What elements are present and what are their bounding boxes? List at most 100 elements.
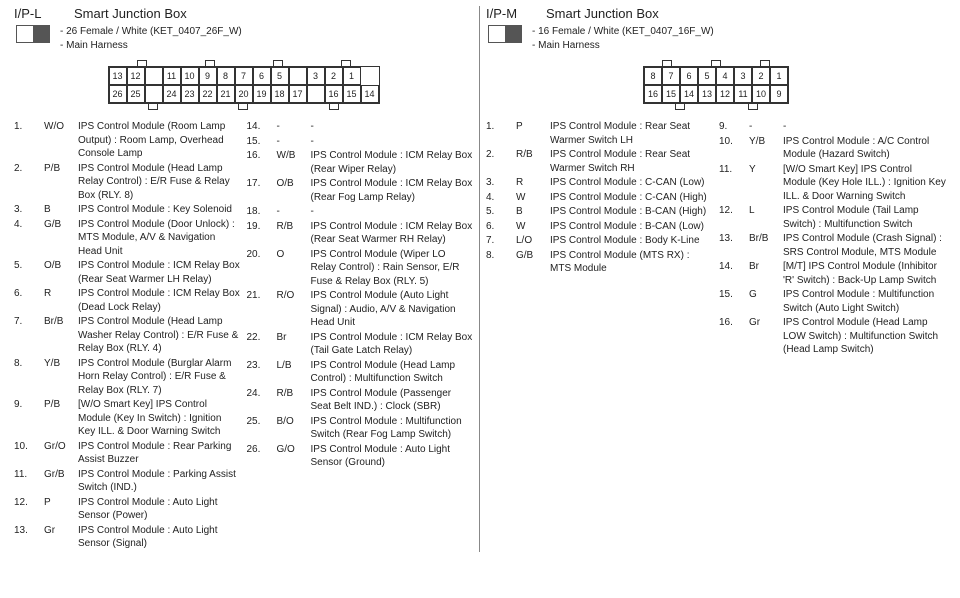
- pin-desc: -: [783, 120, 946, 134]
- pin-row: 18.--: [247, 205, 474, 219]
- connector-pin-cell: 13: [109, 67, 127, 85]
- pin-desc: IPS Control Module (Crash Signal) : SRS …: [783, 232, 946, 259]
- pin-code: -: [749, 120, 783, 134]
- pin-code: P/B: [44, 398, 78, 412]
- pin-num: 5.: [14, 259, 44, 273]
- connector-code: I/P-M: [486, 6, 534, 21]
- connector-pin-cell: 26: [109, 85, 127, 103]
- pin-code: G/O: [277, 443, 311, 457]
- pin-code: Br: [277, 331, 311, 345]
- pin-code: B/O: [277, 415, 311, 429]
- pin-code: L/B: [277, 359, 311, 373]
- connector-pin-cell: 10: [181, 67, 199, 85]
- pin-desc: IPS Control Module : Body K-Line: [550, 234, 713, 248]
- connector-pin-cell: 1: [770, 67, 788, 85]
- connector-icon: [488, 25, 522, 43]
- connector-pin-cell: 2: [325, 67, 343, 85]
- pin-code: O: [277, 248, 311, 262]
- connector-pin-cell: 9: [199, 67, 217, 85]
- pin-row: 19.R/BIPS Control Module : ICM Relay Box…: [247, 220, 474, 247]
- connector-pin-cell: 15: [343, 85, 361, 103]
- connector-pin-cell: 8: [217, 67, 235, 85]
- pin-num: 7.: [14, 315, 44, 329]
- pin-num: 6.: [486, 220, 516, 234]
- connector-pin-cell: 5: [271, 67, 289, 85]
- pin-row: 17.O/BIPS Control Module : ICM Relay Box…: [247, 177, 474, 204]
- panel-ipm: I/P-M Smart Junction Box - 16 Female / W…: [480, 6, 952, 552]
- pin-code: Br/B: [749, 232, 783, 246]
- pin-num: 3.: [14, 203, 44, 217]
- connector-pin-cell: 7: [235, 67, 253, 85]
- pin-num: 9.: [14, 398, 44, 412]
- pin-row: 4.G/BIPS Control Module (Door Unlock) : …: [14, 218, 241, 259]
- connector-pin-cell: 21: [217, 85, 235, 103]
- pin-row: 14.--: [247, 120, 474, 134]
- pin-desc: IPS Control Module (Auto Light Signal) :…: [311, 289, 474, 330]
- connector-pin-cell: 2: [752, 67, 770, 85]
- connector-pin-cell: 11: [734, 85, 752, 103]
- connector-pin-cell: 12: [716, 85, 734, 103]
- pin-row: 11.Gr/BIPS Control Module : Parking Assi…: [14, 468, 241, 495]
- pin-row: 10.Y/BIPS Control Module : A/C Control M…: [719, 135, 946, 162]
- pin-desc: IPS Control Module : Parking Assist Swit…: [78, 468, 241, 495]
- pin-row: 7.L/OIPS Control Module : Body K-Line: [486, 234, 713, 248]
- pin-code: Gr/O: [44, 440, 78, 454]
- pin-code: -: [277, 120, 311, 134]
- meta-line: - Main Harness: [532, 39, 714, 53]
- connector-pin-cell: 18: [271, 85, 289, 103]
- pin-code: R/B: [277, 220, 311, 234]
- pin-num: 18.: [247, 205, 277, 219]
- pin-num: 12.: [719, 204, 749, 218]
- pin-row: 6.RIPS Control Module : ICM Relay Box (D…: [14, 287, 241, 314]
- pin-code: Gr: [44, 524, 78, 538]
- connector-pin-cell: 19: [253, 85, 271, 103]
- pin-desc: IPS Control Module : C-CAN (High): [550, 191, 713, 205]
- pin-row: 7.Br/BIPS Control Module (Head Lamp Wash…: [14, 315, 241, 356]
- pin-row: 16.W/BIPS Control Module : ICM Relay Box…: [247, 149, 474, 176]
- connector-pin-cell: 10: [752, 85, 770, 103]
- pin-code: Br: [749, 260, 783, 274]
- pin-desc: IPS Control Module : Multifunction Switc…: [311, 415, 474, 442]
- header-sub: - 26 Female / White (KET_0407_26F_W) - M…: [14, 25, 473, 52]
- connector-meta: - 26 Female / White (KET_0407_26F_W) - M…: [60, 25, 242, 52]
- pin-num: 20.: [247, 248, 277, 262]
- pin-num: 14.: [719, 260, 749, 274]
- connector-pin-cell: [289, 67, 307, 85]
- pin-desc: IPS Control Module : A/C Control Module …: [783, 135, 946, 162]
- pins-layout: 1.W/OIPS Control Module (Room Lamp Outpu…: [14, 120, 473, 552]
- pin-code: Y/B: [44, 357, 78, 371]
- pin-num: 1.: [14, 120, 44, 134]
- header: I/P-M Smart Junction Box: [486, 6, 946, 21]
- pin-desc: IPS Control Module (Head Lamp Control) :…: [311, 359, 474, 386]
- pin-num: 17.: [247, 177, 277, 191]
- connector-pin-cell: 16: [644, 85, 662, 103]
- connector-diagram: 1312111098765321262524232221201918171615…: [14, 60, 473, 110]
- pin-row: 21.R/OIPS Control Module (Auto Light Sig…: [247, 289, 474, 330]
- connector-pin-cell: 16: [325, 85, 343, 103]
- pin-row: 26.G/OIPS Control Module : Auto Light Se…: [247, 443, 474, 470]
- pin-row: 1.W/OIPS Control Module (Room Lamp Outpu…: [14, 120, 241, 161]
- pin-desc: IPS Control Module : ICM Relay Box (Rear…: [311, 177, 474, 204]
- connector-pin-cell: 15: [662, 85, 680, 103]
- pin-num: 5.: [486, 205, 516, 219]
- pin-row: 1.PIPS Control Module : Rear Seat Warmer…: [486, 120, 713, 147]
- pin-row: 20.OIPS Control Module (Wiper LO Relay C…: [247, 248, 474, 289]
- connector-pin-cell: 20: [235, 85, 253, 103]
- connector-pin-cell: [145, 85, 163, 103]
- pin-desc: [W/O Smart Key] IPS Control Module (Key …: [78, 398, 241, 439]
- connector-title: Smart Junction Box: [546, 6, 659, 21]
- pin-num: 12.: [14, 496, 44, 510]
- connector-pin-cell: 6: [680, 67, 698, 85]
- pin-row: 12.LIPS Control Module (Tail Lamp Switch…: [719, 204, 946, 231]
- pin-desc: IPS Control Module : Multifunction Switc…: [783, 288, 946, 315]
- pin-desc: IPS Control Module : Auto Light Sensor (…: [78, 524, 241, 551]
- pin-code: R: [516, 176, 550, 190]
- pin-code: G: [749, 288, 783, 302]
- pin-desc: IPS Control Module : Rear Seat Warmer Sw…: [550, 148, 713, 175]
- connector-pin-cell: 24: [163, 85, 181, 103]
- connector-pin-cell: 17: [289, 85, 307, 103]
- pin-desc: IPS Control Module (MTS RX) : MTS Module: [550, 249, 713, 276]
- pin-code: O/B: [277, 177, 311, 191]
- pin-code: B: [516, 205, 550, 219]
- pin-desc: IPS Control Module : Auto Light Sensor (…: [311, 443, 474, 470]
